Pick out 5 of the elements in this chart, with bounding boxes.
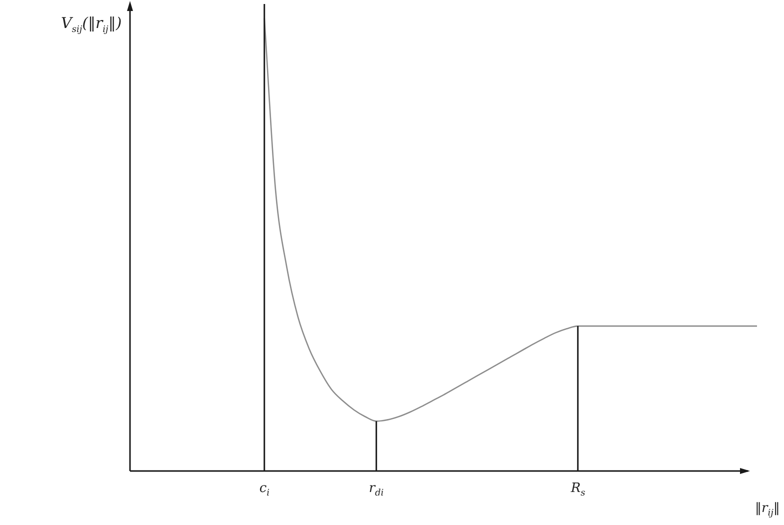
x-tick-label: r$_{di}$ [368, 481, 384, 499]
y-axis-title: V$_{sij}$(‖r$_{ij}$‖) [61, 14, 122, 35]
x-axis-title: ‖r$_{ij}$‖ [755, 501, 780, 519]
x-tick-label: R$_{s}$ [570, 481, 586, 499]
x-tick-label: c$_{i}$ [259, 481, 270, 499]
